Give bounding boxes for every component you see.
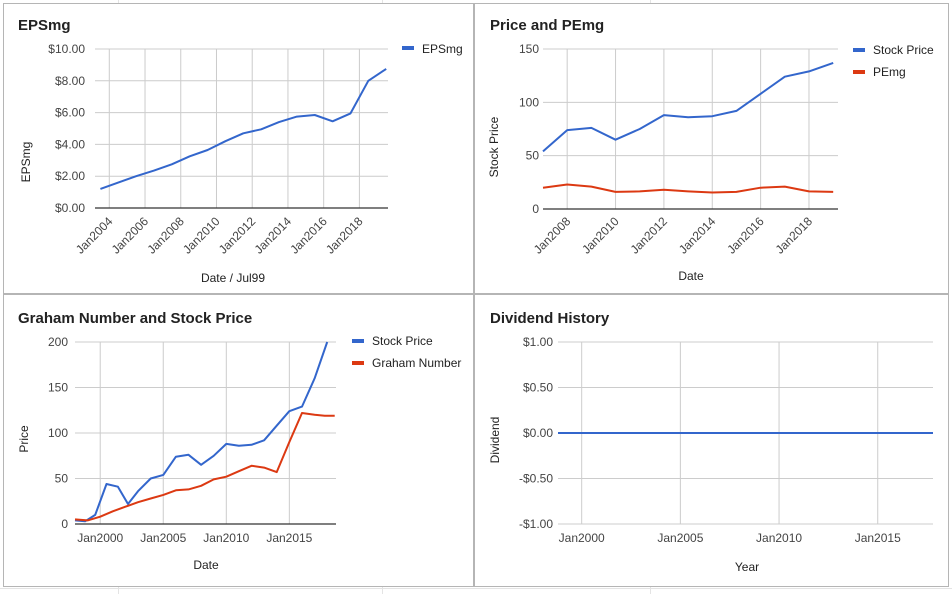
plot-area: 0 50 100 150 200 Jan2000 Jan2005 Jan2010 Jan2015 xyxy=(48,335,336,545)
y-axis-label: Dividend xyxy=(488,417,502,464)
y-tick-label: $2.00 xyxy=(55,169,85,183)
epsmg-chart: EPSmg $0.00 $2.00 $4.00 $6.00 $8.00 $10.00 Jan… xyxy=(18,17,463,285)
legend-swatch-epsmg xyxy=(402,46,414,50)
x-tick-label: Jan2012 xyxy=(628,214,671,257)
x-tick-label: Jan2014 xyxy=(252,214,295,257)
y-tick-label: $8.00 xyxy=(55,74,85,88)
y-axis-label: Price xyxy=(17,425,31,453)
chart-panel-graham-number: Graham Number and Stock Price 0 50 100 150 2… xyxy=(3,294,474,587)
chart-title: Graham Number and Stock Price xyxy=(18,310,252,327)
y-tick-label: $1.00 xyxy=(523,335,553,349)
x-tick-label: Jan2008 xyxy=(144,214,187,257)
x-tick-label: Jan2018 xyxy=(773,214,816,257)
legend-label: Graham Number xyxy=(372,356,461,370)
legend-swatch-graham-number xyxy=(352,361,364,365)
y-tick-label: $0.50 xyxy=(523,381,553,395)
chart-title: Dividend History xyxy=(490,310,610,327)
y-axis-label: Stock Price xyxy=(487,116,501,177)
legend: EPSmg xyxy=(402,42,463,56)
series-line xyxy=(74,412,335,522)
x-tick-label: Jan2010 xyxy=(579,214,622,257)
y-tick-label: $4.00 xyxy=(55,137,85,151)
legend-label: Stock Price xyxy=(372,334,433,348)
chart-panel-price-pemg: Price and PEmg 0 50 100 150 Jan2008 Jan2010 Ja… xyxy=(474,3,949,294)
y-tick-label: 0 xyxy=(532,202,539,216)
y-tick-label: 100 xyxy=(48,426,68,440)
x-tick-label: Jan2016 xyxy=(287,214,330,257)
x-axis-label: Year xyxy=(735,560,759,574)
x-tick-label: Jan2010 xyxy=(756,531,802,545)
plot-area: $0.00$2.00$4.00$6.00$8.00$10.00Jan2004Ja… xyxy=(48,42,388,257)
x-tick-label: Jan2008 xyxy=(531,214,574,257)
y-tick-label: $0.00 xyxy=(523,426,553,440)
x-tick-label: Jan2015 xyxy=(266,531,312,545)
x-tick-label: Jan2010 xyxy=(180,214,223,257)
y-tick-label: -$0.50 xyxy=(519,472,553,486)
chart-panel-dividend-history: Dividend History -$1.00 -$0.50 $0.00 $0.50 $… xyxy=(474,294,949,587)
x-tick-label: Jan2004 xyxy=(73,214,116,257)
graham-number-chart: Graham Number and Stock Price 0 50 100 150 2… xyxy=(17,310,461,572)
legend-label: EPSmg xyxy=(422,42,463,56)
background-gridline xyxy=(0,588,952,589)
x-axis-label: Date xyxy=(193,558,219,572)
dividend-history-chart: Dividend History -$1.00 -$0.50 $0.00 $0.50 $… xyxy=(488,310,933,574)
y-tick-label: 50 xyxy=(526,149,540,163)
legend-label: PEmg xyxy=(873,65,906,79)
y-tick-label: 50 xyxy=(55,472,69,486)
x-tick-label: Jan2005 xyxy=(657,531,703,545)
x-tick-label: Jan2010 xyxy=(203,531,249,545)
x-tick-label: Jan2018 xyxy=(323,214,366,257)
x-axis-label: Date xyxy=(678,269,704,283)
x-tick-label: Jan2000 xyxy=(77,531,123,545)
series-line xyxy=(542,183,834,194)
series-line xyxy=(100,68,387,190)
chart-title: EPSmg xyxy=(18,17,71,34)
chart-panel-epsmg: EPSmg $0.00 $2.00 $4.00 $6.00 $8.00 $10.00 Jan… xyxy=(3,3,474,294)
x-tick-label: Jan2014 xyxy=(676,214,719,257)
legend-swatch-stock-price xyxy=(853,48,865,52)
legend-swatch-stock-price xyxy=(352,339,364,343)
y-tick-label: $0.00 xyxy=(55,201,85,215)
y-tick-label: 100 xyxy=(519,95,539,109)
legend-label: Stock Price xyxy=(873,43,934,57)
series-line xyxy=(74,341,329,523)
plot-area: -$1.00 -$0.50 $0.00 $0.50 $1.00 Jan2000 Jan200… xyxy=(519,335,933,545)
y-tick-label: $10.00 xyxy=(48,42,85,56)
x-tick-label: Jan2012 xyxy=(216,214,259,257)
legend: Stock Price Graham Number xyxy=(352,334,461,370)
x-tick-label: Jan2015 xyxy=(855,531,901,545)
y-axis-label: EPSmg xyxy=(19,142,33,183)
x-tick-label: Jan2016 xyxy=(724,214,767,257)
y-tick-label: 200 xyxy=(48,335,68,349)
x-tick-label: Jan2000 xyxy=(559,531,605,545)
y-tick-label: 150 xyxy=(519,42,539,56)
x-tick-label: Jan2005 xyxy=(140,531,186,545)
y-tick-label: 0 xyxy=(61,517,68,531)
y-tick-label: 150 xyxy=(48,381,68,395)
series-line xyxy=(542,61,834,153)
chart-title: Price and PEmg xyxy=(490,17,604,34)
legend-swatch-pemg xyxy=(853,70,865,74)
y-tick-label: $6.00 xyxy=(55,106,85,120)
x-axis-label: Date / Jul99 xyxy=(201,271,265,285)
x-tick-label: Jan2006 xyxy=(109,214,152,257)
y-tick-label: -$1.00 xyxy=(519,517,553,531)
legend: Stock Price PEmg xyxy=(853,43,934,79)
